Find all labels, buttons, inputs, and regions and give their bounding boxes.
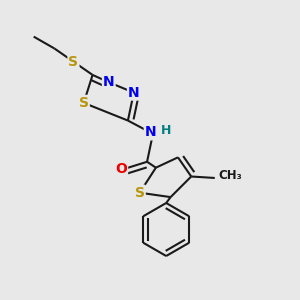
Text: S: S [79,96,89,110]
Text: S: S [68,55,78,69]
Text: CH₃: CH₃ [218,169,242,182]
Text: N: N [103,75,115,89]
Text: H: H [161,124,171,137]
Text: S: S [135,186,145,200]
Text: O: O [115,162,127,176]
Text: N: N [145,125,156,139]
Text: N: N [128,85,140,100]
